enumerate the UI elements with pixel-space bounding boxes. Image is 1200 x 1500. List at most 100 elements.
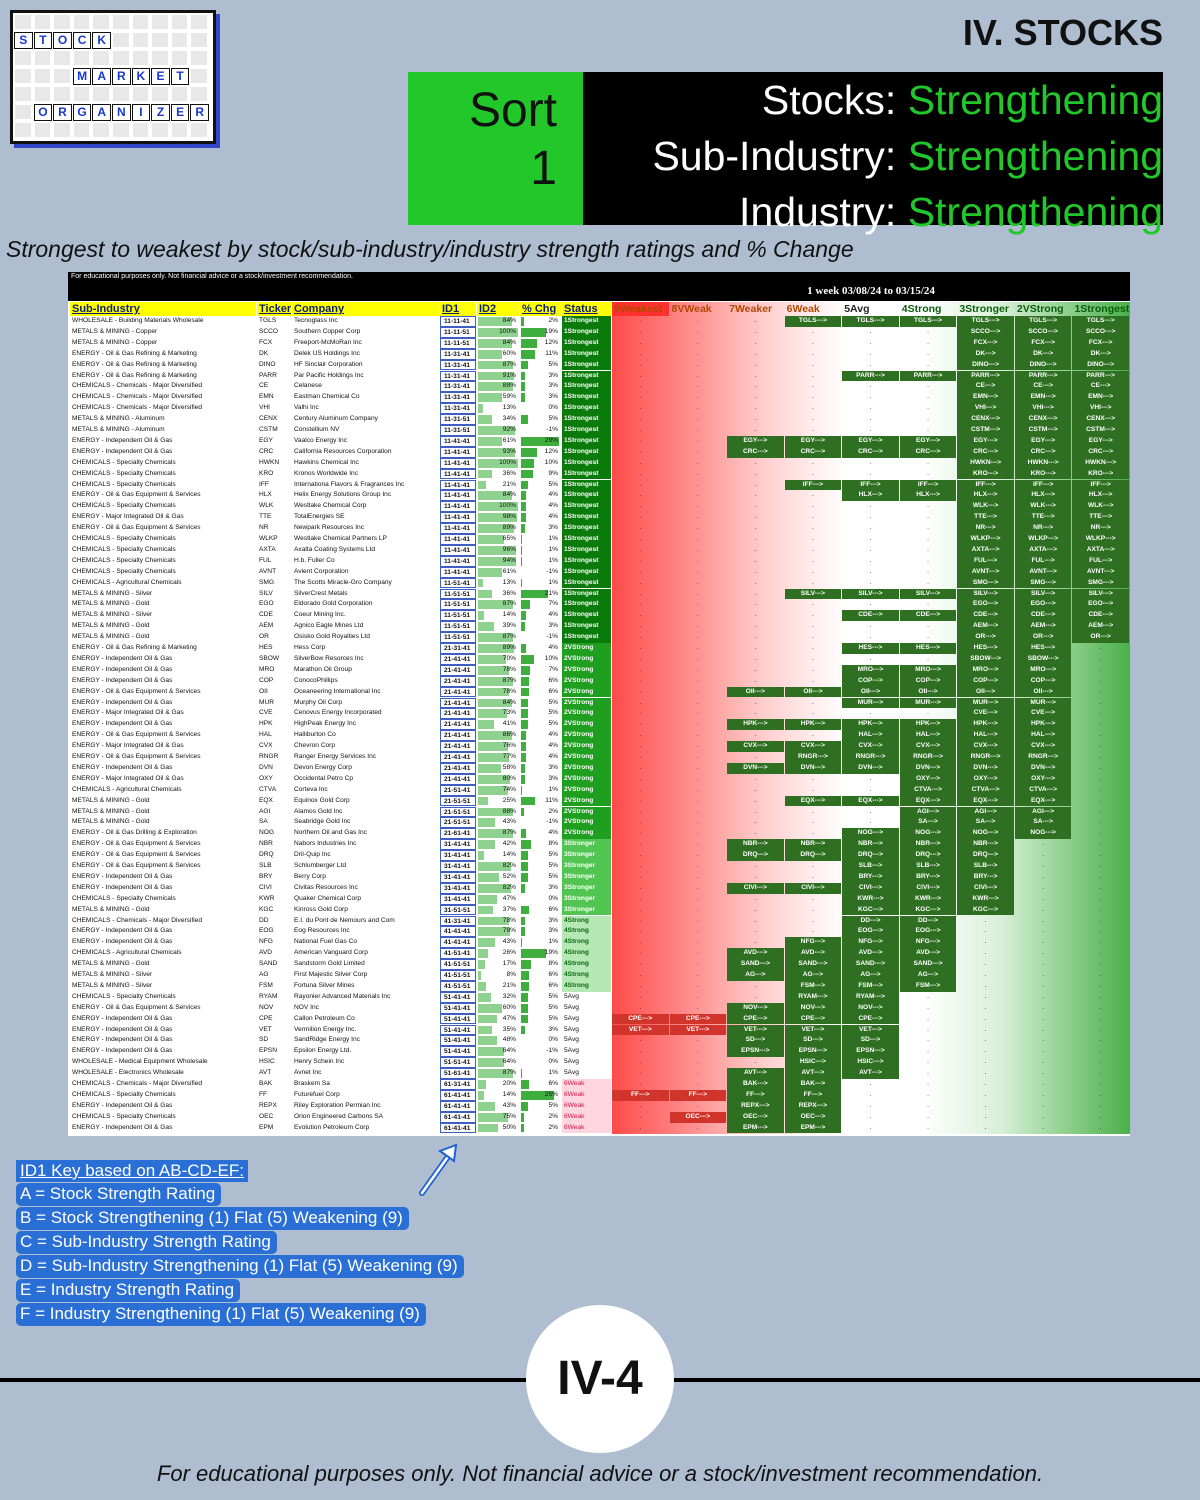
cell: 2VStrong bbox=[562, 752, 611, 763]
cell: 21-41-41 bbox=[440, 730, 476, 742]
cell: 1Strongest bbox=[562, 381, 611, 393]
cell: 5% bbox=[548, 1003, 558, 1011]
logo-letter: O bbox=[53, 32, 72, 49]
cell: ENERGY - Independent Oil & Gas bbox=[72, 883, 173, 891]
cell: . bbox=[1099, 949, 1102, 957]
footer: For educational purposes only. Not finan… bbox=[156, 1461, 1044, 1486]
cell: . bbox=[812, 644, 814, 651]
cell: -1% bbox=[546, 818, 558, 826]
cell: 4% bbox=[548, 611, 558, 619]
cell: 1Strongest bbox=[562, 370, 611, 382]
id2-bar bbox=[478, 829, 513, 839]
cell: 21-41-41 bbox=[440, 675, 476, 687]
cell: . bbox=[1099, 665, 1102, 673]
cell: SAND---> bbox=[727, 959, 784, 970]
logo-tile bbox=[191, 15, 207, 29]
cell: CHEMICALS - Specialty Chemicals bbox=[72, 556, 176, 564]
status-value: Strengthening bbox=[907, 133, 1163, 179]
cell: MRO---> bbox=[1014, 664, 1072, 676]
key-line: B = Stock Strengthening (1) Flat (5) Wea… bbox=[16, 1207, 409, 1230]
cell: CENX---> bbox=[1072, 414, 1129, 425]
cell: 21-41-41 bbox=[440, 752, 476, 763]
cell: COP---> bbox=[899, 675, 957, 687]
cell: AVT---> bbox=[727, 1068, 784, 1079]
cell: Berry Corp bbox=[294, 872, 326, 880]
cell: . bbox=[754, 927, 757, 935]
change-bar bbox=[521, 927, 525, 937]
cell: SD---> bbox=[784, 1035, 842, 1047]
cell: NFG bbox=[259, 938, 273, 946]
cell: . bbox=[869, 774, 872, 782]
cell: REPX---> bbox=[727, 1100, 784, 1112]
cell: CHEMICALS - Agricultural Chemicals bbox=[72, 785, 182, 793]
cell: OEC---> bbox=[727, 1111, 784, 1123]
cell: ENERGY - Oil & Gas Equipment & Services bbox=[72, 851, 201, 859]
cell: ENERGY - Independent Oil & Gas bbox=[72, 1025, 173, 1033]
cell: 47% bbox=[502, 894, 516, 902]
id2-bar bbox=[478, 502, 518, 512]
cell: 20% bbox=[502, 1080, 516, 1087]
cell: 75% bbox=[502, 1112, 516, 1120]
cell: 41-51-51 bbox=[440, 959, 476, 970]
cell: CTVA---> bbox=[899, 784, 957, 796]
key: ID1 Key based on AB-CD-EF: A = Stock Stre… bbox=[16, 1160, 464, 1327]
cell: . bbox=[754, 894, 757, 902]
cell: 4Strong bbox=[562, 915, 611, 927]
cell: . bbox=[639, 338, 642, 346]
id2-bar bbox=[478, 720, 495, 730]
cell: . bbox=[812, 469, 814, 477]
cell: . bbox=[696, 1058, 699, 1066]
cell: EMN---> bbox=[1014, 392, 1072, 404]
cell: CSTM bbox=[259, 426, 278, 433]
cell: METALS & MINING - Gold bbox=[72, 600, 150, 608]
cell: 48% bbox=[502, 1036, 516, 1044]
logo-tile bbox=[132, 87, 149, 101]
cell: OR---> bbox=[1072, 632, 1129, 643]
cell: 11-41-41 bbox=[440, 512, 476, 524]
cell: 11-41-41 bbox=[440, 435, 476, 447]
cell: 3% bbox=[548, 763, 558, 771]
cell: 5% bbox=[548, 698, 558, 706]
cell: METALS & MINING - Silver bbox=[72, 611, 153, 619]
cell: BRY bbox=[259, 872, 273, 880]
cell: . bbox=[696, 840, 699, 848]
cell: . bbox=[812, 916, 814, 924]
cell: 5Avg bbox=[564, 1047, 579, 1055]
cell: FCX---> bbox=[1072, 337, 1129, 349]
change-bar bbox=[521, 938, 523, 948]
cell: SILV bbox=[259, 589, 273, 597]
cell: AG---> bbox=[842, 970, 899, 981]
cell: . bbox=[1042, 971, 1045, 978]
cell: MRO bbox=[259, 665, 275, 673]
cell: . bbox=[639, 535, 642, 542]
cell: Par Pacific Holdings Inc bbox=[294, 371, 364, 379]
cell: 5% bbox=[548, 872, 558, 880]
cell: 2VStrong bbox=[562, 773, 611, 785]
cell: . bbox=[927, 404, 929, 412]
cell: . bbox=[754, 992, 757, 1000]
change-bar bbox=[521, 763, 525, 773]
column-header: 8VWeak bbox=[671, 303, 712, 315]
cell: CPE---> bbox=[612, 1013, 669, 1025]
cell: 80% bbox=[502, 774, 516, 782]
id2-bar bbox=[478, 556, 516, 566]
cell: . bbox=[1042, 894, 1045, 902]
cell: IFF---> bbox=[1072, 479, 1129, 491]
cell: 11-51-51 bbox=[440, 621, 476, 633]
cell: 21-41-41 bbox=[440, 773, 476, 785]
cell: . bbox=[754, 426, 757, 433]
cell: . bbox=[696, 1069, 699, 1077]
cell: . bbox=[1042, 1036, 1045, 1044]
cell: AG---> bbox=[784, 970, 842, 981]
cell: . bbox=[639, 371, 642, 379]
cell: Hawkins Chemical Inc bbox=[294, 458, 359, 466]
cell: 1Strongest bbox=[562, 599, 611, 611]
cell: CIVI---> bbox=[842, 882, 899, 894]
cell: . bbox=[754, 415, 757, 423]
cell: . bbox=[812, 502, 814, 510]
change-bar bbox=[521, 1112, 524, 1122]
cell: . bbox=[984, 1014, 987, 1022]
cell: RYAM---> bbox=[842, 991, 899, 1003]
cell: SMG---> bbox=[957, 577, 1014, 589]
cell: . bbox=[639, 927, 642, 935]
